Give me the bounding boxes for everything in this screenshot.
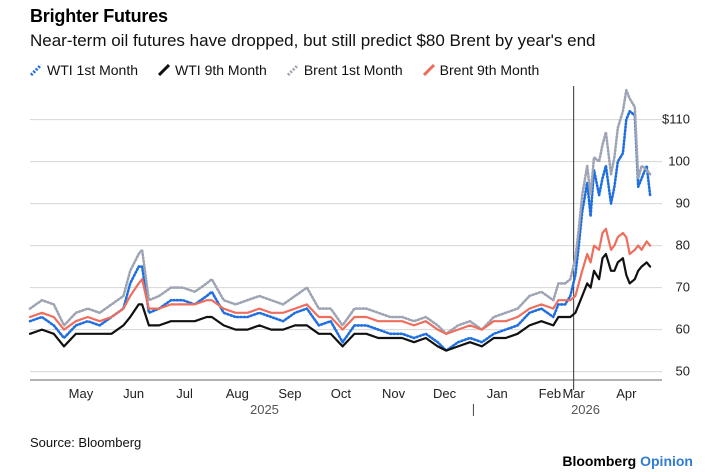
y-tick-label-110: $110 <box>662 112 690 127</box>
legend: WTI 1st Month WTI 9th Month Brent 1st Mo… <box>30 62 539 78</box>
x-tick-label-jul: Jul <box>176 386 193 401</box>
x-tick-label-jun: Jun <box>123 386 144 401</box>
source-note: Source: Bloomberg <box>30 435 142 450</box>
series-line-wti-9th-month <box>28 252 652 352</box>
legend-item-wti-9th: WTI 9th Month <box>158 62 267 78</box>
x-tick-label-jan: Jan <box>487 386 508 401</box>
year-label-2026: 2026 <box>571 402 600 417</box>
brand-logo: Bloomberg Opinion <box>562 453 693 469</box>
x-tick-label-mar: Mar <box>562 386 585 401</box>
legend-label-wti-1st: WTI 1st Month <box>47 62 139 78</box>
legend-swatch-wti-1st <box>30 64 42 76</box>
legend-item-brent-1st: Brent 1st Month <box>286 62 403 78</box>
y-tick-label-50: 50 <box>676 364 690 379</box>
series-line-brent-1st-month <box>28 88 652 336</box>
y-tick-label-90: 90 <box>676 196 690 211</box>
series-line-wti-1st-month <box>28 109 652 352</box>
year-label-2025: 2025 <box>250 402 279 417</box>
y-tick-label-80: 80 <box>676 238 690 253</box>
y-tick-label-60: 60 <box>676 322 690 337</box>
x-tick-label-oct: Oct <box>331 386 352 401</box>
legend-swatch-brent-9th <box>422 64 435 76</box>
legend-label-brent-9th: Brent 9th Month <box>439 62 540 78</box>
brand-main: Bloomberg <box>562 453 637 469</box>
y-tick-label-100: 100 <box>668 154 690 169</box>
brand-accent: Opinion <box>640 453 693 469</box>
legend-swatch-wti-9th <box>158 64 171 76</box>
x-tick-label-aug: Aug <box>226 386 249 401</box>
x-tick-label-feb: Feb <box>539 386 561 401</box>
x-tick-label-dec: Dec <box>433 386 457 401</box>
x-tick-label-sep: Sep <box>278 386 301 401</box>
legend-item-wti-1st: WTI 1st Month <box>30 62 138 78</box>
legend-label-wti-9th: WTI 9th Month <box>175 62 267 78</box>
y-tick-label-70: 70 <box>676 280 690 295</box>
legend-swatch-brent-1st <box>286 64 299 76</box>
legend-item-brent-9th: Brent 9th Month <box>422 62 540 78</box>
x-tick-label-apr: Apr <box>616 386 637 401</box>
chart-subtitle: Near-term oil futures have dropped, but … <box>30 31 596 50</box>
series-line-brent-9th-month <box>28 227 652 335</box>
x-tick-label-nov: Nov <box>382 386 406 401</box>
x-tick-label-may: May <box>69 386 94 401</box>
chart-title: Brighter Futures <box>30 6 168 26</box>
legend-label-brent-1st: Brent 1st Month <box>303 62 403 78</box>
